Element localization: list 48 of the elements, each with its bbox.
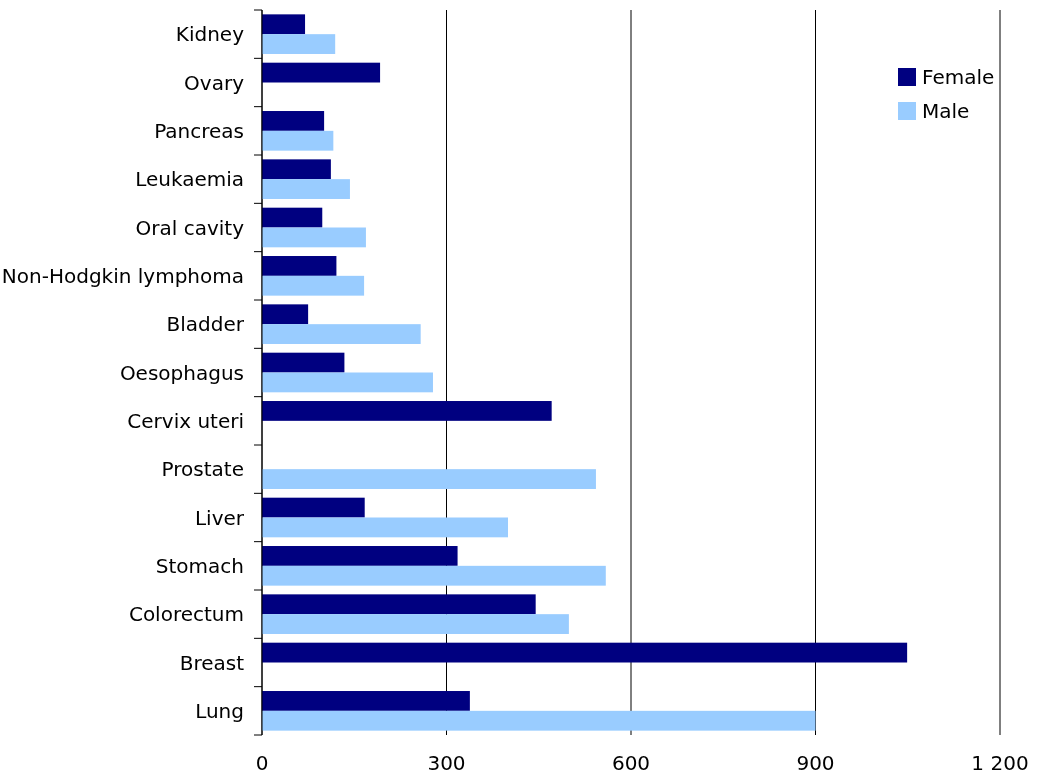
- bar: [262, 324, 421, 344]
- bar: [262, 546, 458, 566]
- bar: [262, 642, 908, 663]
- bar: [262, 207, 323, 228]
- bar: [262, 304, 309, 325]
- bar: [262, 34, 336, 54]
- y-tick-label: Lung: [195, 698, 244, 723]
- y-tick-label: Pancreas: [154, 118, 244, 143]
- bar: [262, 372, 433, 393]
- bar: [262, 401, 552, 421]
- y-tick-label: Liver: [194, 505, 245, 530]
- bar: [262, 517, 508, 538]
- x-tick-label: 600: [611, 751, 651, 775]
- bar: [262, 497, 365, 518]
- bar: [262, 275, 365, 296]
- bar: [262, 227, 366, 248]
- bar: [262, 179, 350, 199]
- y-tick-label: Leukaemia: [135, 167, 244, 192]
- bar: [262, 691, 470, 711]
- y-tick-label: Bladder: [166, 312, 245, 337]
- x-tick-label: 0: [255, 751, 269, 775]
- bar: [262, 614, 569, 634]
- legend-label: Female: [922, 65, 995, 89]
- y-tick-label: Stomach: [155, 553, 244, 578]
- x-tick-label: 300: [427, 751, 466, 775]
- bar: [262, 594, 536, 615]
- bar: [262, 130, 334, 151]
- y-tick-label: Non-Hodgkin lymphoma: [1, 263, 244, 288]
- y-tick-label: Colorectum: [128, 602, 244, 627]
- y-tick-label: Ovary: [184, 70, 245, 95]
- legend-label: Male: [922, 99, 970, 123]
- bar: [262, 469, 596, 489]
- bar: [262, 256, 337, 276]
- bar: [262, 62, 381, 83]
- y-tick-label: Breast: [179, 650, 245, 675]
- bar: [262, 14, 306, 35]
- y-tick-label: Kidney: [175, 22, 245, 47]
- bar: [262, 710, 816, 731]
- y-tick-label: Prostate: [161, 457, 244, 482]
- bar: [262, 565, 606, 586]
- bar: [262, 159, 331, 180]
- x-tick-label: 900: [796, 751, 835, 775]
- y-tick-label: Cervix uteri: [127, 408, 244, 433]
- x-tick-label: 1 200: [971, 751, 1029, 775]
- bar: [262, 352, 345, 373]
- bar: [262, 111, 325, 131]
- y-tick-label: Oesophagus: [119, 360, 244, 385]
- y-tick-label: Oral cavity: [135, 215, 245, 240]
